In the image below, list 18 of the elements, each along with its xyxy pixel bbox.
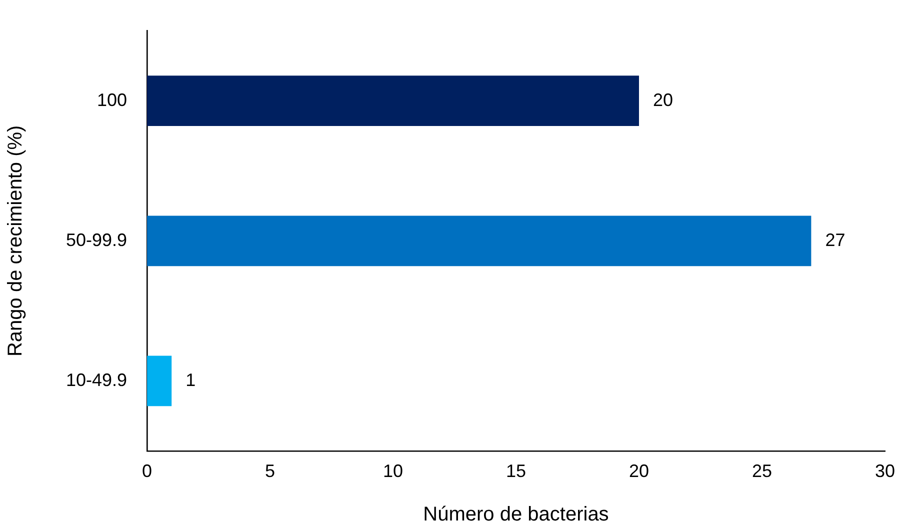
data-label: 1 bbox=[186, 370, 196, 390]
x-tick-label: 10 bbox=[382, 460, 404, 481]
x-tick-label: 25 bbox=[752, 460, 772, 481]
x-tick-label: 15 bbox=[506, 460, 526, 481]
x-tick-label: 20 bbox=[628, 460, 650, 481]
x-tick-label: 0 bbox=[142, 460, 152, 481]
x-tick-label: 5 bbox=[264, 460, 276, 481]
x-axis-title: Número de bacterias bbox=[423, 504, 609, 526]
y-tick-label: 50-99.9 bbox=[66, 230, 127, 250]
data-label: 20 bbox=[652, 90, 674, 110]
data-label: 27 bbox=[825, 230, 846, 250]
y-tick-label: 100 bbox=[96, 90, 127, 110]
y-axis-title: Rango de crecimiento (%) bbox=[4, 125, 27, 357]
y-tick-label: 10-49.9 bbox=[66, 370, 127, 390]
bar bbox=[147, 76, 639, 126]
bar bbox=[147, 356, 172, 406]
bar bbox=[147, 216, 812, 266]
x-tick-label: 30 bbox=[874, 460, 896, 481]
